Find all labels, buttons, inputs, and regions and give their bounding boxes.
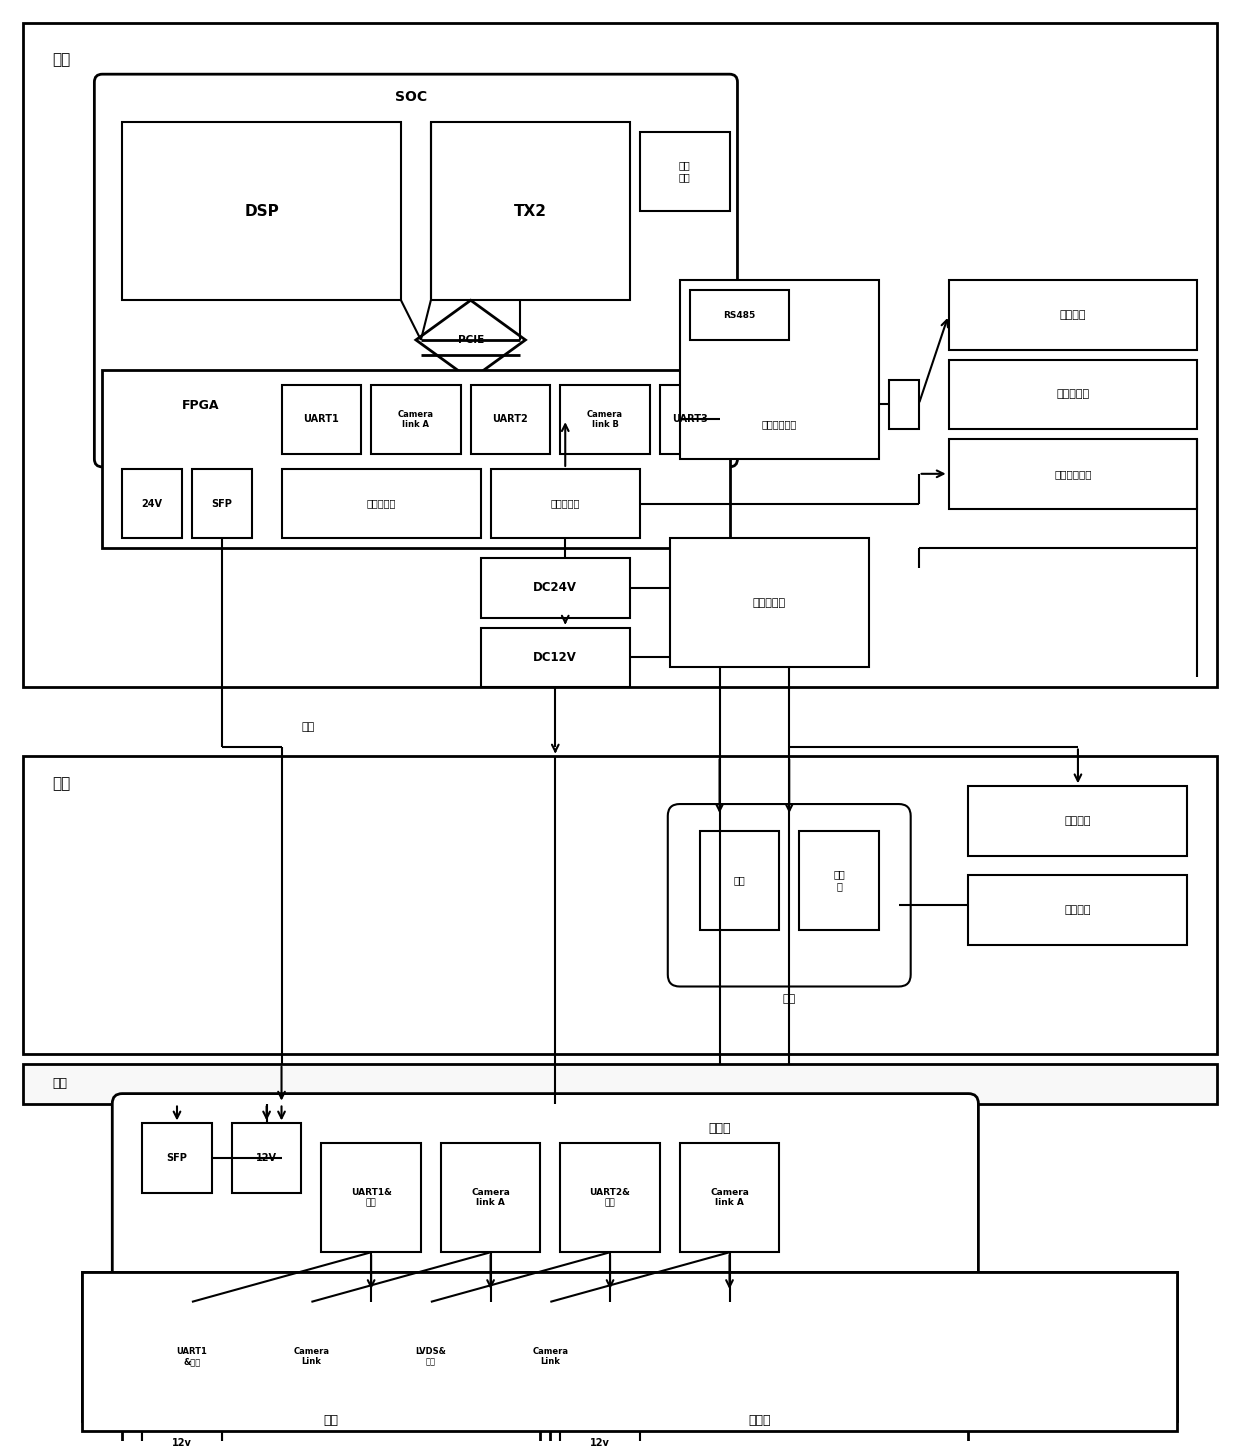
Text: UART1
&触发: UART1 &触发 <box>176 1347 207 1366</box>
Text: 马达加热: 马达加热 <box>1065 816 1091 826</box>
Bar <box>123 122 401 300</box>
Text: Camera
link A: Camera link A <box>398 409 434 429</box>
Text: 电源: 电源 <box>734 876 745 886</box>
Bar <box>103 370 729 548</box>
Text: 24V: 24V <box>141 499 162 509</box>
Bar <box>381 1302 481 1411</box>
Bar <box>143 1421 222 1450</box>
FancyBboxPatch shape <box>113 1093 978 1331</box>
Text: 马达控制器: 马达控制器 <box>753 597 786 608</box>
Bar <box>22 23 1218 687</box>
Bar <box>123 1292 541 1450</box>
Bar <box>560 384 650 454</box>
Text: Camera
link B: Camera link B <box>587 409 622 429</box>
Polygon shape <box>415 300 526 380</box>
Bar <box>82 1272 1178 1431</box>
FancyBboxPatch shape <box>668 805 910 986</box>
Bar <box>430 122 630 300</box>
Bar <box>670 538 869 667</box>
Text: 转台: 转台 <box>52 776 71 792</box>
Text: UART1&
触发: UART1& 触发 <box>351 1188 392 1208</box>
Bar <box>689 290 789 339</box>
Bar <box>551 1292 968 1450</box>
Text: Camera
link A: Camera link A <box>711 1188 749 1208</box>
Text: UART1: UART1 <box>304 415 340 425</box>
Text: 编码
器: 编码 器 <box>833 870 844 892</box>
Bar <box>192 468 252 538</box>
Text: 12v: 12v <box>590 1437 610 1447</box>
Bar <box>22 1064 1218 1103</box>
Bar <box>560 1421 640 1450</box>
Text: UART2&
触发: UART2& 触发 <box>589 1188 630 1208</box>
Bar <box>968 786 1188 856</box>
Text: RS485: RS485 <box>723 310 755 319</box>
Text: DC24V: DC24V <box>533 581 578 594</box>
Text: Camera
link A: Camera link A <box>471 1188 510 1208</box>
Bar <box>680 1143 779 1253</box>
Bar <box>440 1143 541 1253</box>
Text: 马达: 马达 <box>782 995 796 1005</box>
Bar <box>321 1143 420 1253</box>
Text: DSP: DSP <box>244 203 279 219</box>
Text: 滑环: 滑环 <box>52 1077 67 1090</box>
Text: 机柜散热风扇: 机柜散热风扇 <box>1054 468 1091 479</box>
Bar <box>143 1431 222 1450</box>
Text: 继电器模组: 继电器模组 <box>551 499 580 509</box>
Text: 马达温度: 马达温度 <box>1065 905 1091 915</box>
Text: 12V: 12V <box>257 1153 277 1163</box>
Text: FPGA: FPGA <box>182 399 219 412</box>
Text: 12v: 12v <box>172 1437 192 1447</box>
Text: 红外: 红外 <box>324 1414 339 1427</box>
Text: 温度采集模块: 温度采集模块 <box>761 419 797 429</box>
Text: 可见光: 可见光 <box>748 1414 770 1427</box>
Bar <box>680 280 879 460</box>
Bar <box>949 280 1198 349</box>
Text: Camera
Link: Camera Link <box>532 1347 568 1366</box>
Text: 机柜温度: 机柜温度 <box>1060 310 1086 320</box>
Bar <box>471 384 551 454</box>
Text: 机柜加热器: 机柜加热器 <box>1056 390 1090 400</box>
Bar <box>560 1143 660 1253</box>
Bar <box>123 468 182 538</box>
Bar <box>371 384 461 454</box>
Bar <box>22 757 1218 1054</box>
Bar <box>262 1302 361 1411</box>
Bar <box>82 1272 1178 1421</box>
Bar <box>889 380 919 429</box>
Text: 光纤: 光纤 <box>301 722 315 732</box>
Bar <box>660 384 719 454</box>
Bar <box>800 831 879 929</box>
Bar <box>968 876 1188 945</box>
Bar <box>640 132 729 212</box>
Bar <box>949 439 1198 509</box>
Text: 扩展接口卡: 扩展接口卡 <box>366 499 396 509</box>
Bar <box>281 384 361 454</box>
Bar <box>481 628 630 687</box>
Text: SFP: SFP <box>166 1153 187 1163</box>
Bar <box>232 1124 301 1193</box>
Bar <box>501 1302 600 1411</box>
Text: LVDS&
触发: LVDS& 触发 <box>415 1347 446 1366</box>
Bar <box>699 831 779 929</box>
Text: Camera
Link: Camera Link <box>294 1347 330 1366</box>
Text: UART3: UART3 <box>672 415 708 425</box>
Bar <box>491 468 640 538</box>
Text: 机柜: 机柜 <box>52 52 71 67</box>
Text: TX2: TX2 <box>513 203 547 219</box>
Text: DC12V: DC12V <box>533 651 578 664</box>
Text: 千兆
网口: 千兆 网口 <box>678 161 691 183</box>
Bar <box>281 468 481 538</box>
Text: SFP: SFP <box>211 499 232 509</box>
Text: 三光板: 三光板 <box>708 1122 730 1135</box>
Bar <box>143 1302 242 1411</box>
Bar <box>949 360 1198 429</box>
Text: UART2: UART2 <box>492 415 528 425</box>
Text: SOC: SOC <box>394 90 427 104</box>
Bar <box>481 558 630 618</box>
Bar <box>143 1124 212 1193</box>
Text: PCIE: PCIE <box>458 335 484 345</box>
FancyBboxPatch shape <box>94 74 738 467</box>
